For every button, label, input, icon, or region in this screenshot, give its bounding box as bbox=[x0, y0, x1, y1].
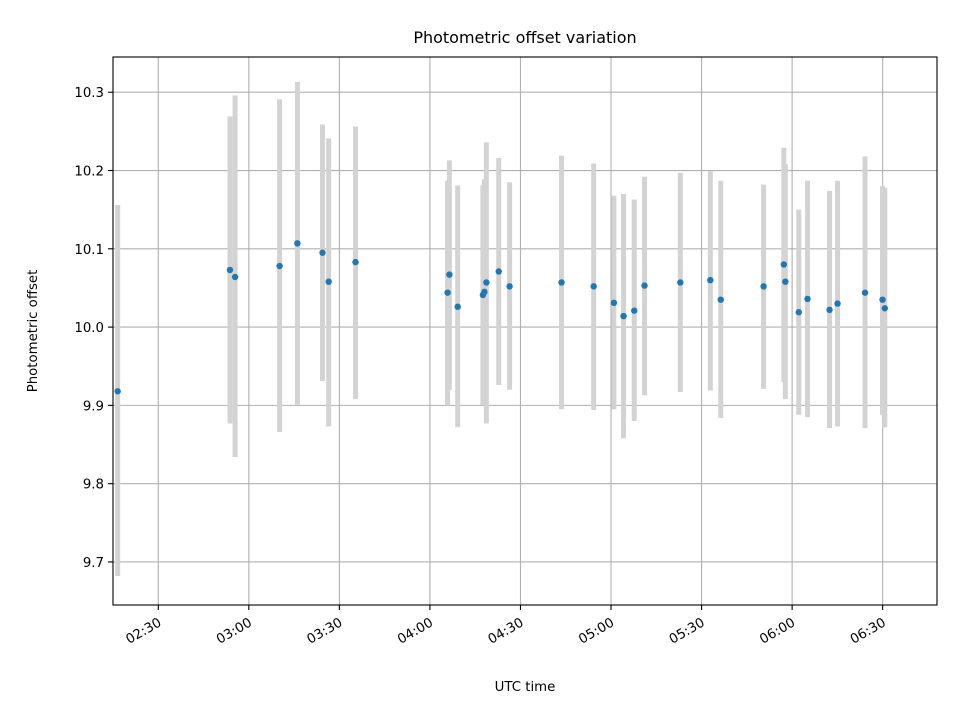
x-axis-label: UTC time bbox=[495, 680, 556, 695]
data-point bbox=[795, 309, 802, 316]
data-point bbox=[804, 295, 811, 303]
data-point bbox=[610, 299, 618, 307]
data-point bbox=[631, 307, 638, 314]
y-tick-label: 9.9 bbox=[83, 399, 104, 414]
data-point bbox=[620, 312, 627, 320]
data-point bbox=[707, 276, 714, 284]
data-point bbox=[780, 261, 788, 268]
data-point bbox=[276, 262, 283, 270]
plot-frame bbox=[112, 56, 938, 606]
data-point bbox=[325, 278, 332, 285]
chart-title: Photometric offset variation bbox=[413, 28, 636, 47]
data-point bbox=[495, 268, 502, 275]
data-point bbox=[226, 266, 234, 274]
y-tick-label: 10.2 bbox=[74, 165, 104, 180]
y-tick-label: 10.1 bbox=[74, 243, 104, 258]
data-point bbox=[294, 240, 301, 247]
y-tick-label: 9.7 bbox=[83, 556, 104, 571]
data-point bbox=[444, 289, 451, 296]
data-point bbox=[879, 296, 886, 303]
data-point bbox=[717, 296, 724, 303]
data-point bbox=[114, 388, 121, 395]
data-point bbox=[677, 279, 684, 286]
data-point bbox=[454, 303, 461, 310]
data-point bbox=[319, 249, 326, 256]
y-axis-label: Photometric offset bbox=[26, 270, 41, 393]
data-point bbox=[590, 283, 597, 290]
data-points bbox=[114, 240, 888, 395]
data-point bbox=[881, 305, 888, 312]
data-point bbox=[641, 282, 648, 289]
y-tick-label: 9.8 bbox=[83, 478, 104, 493]
data-point bbox=[861, 289, 869, 296]
data-point bbox=[481, 288, 488, 296]
data-point bbox=[352, 258, 359, 266]
y-axis: 9.7 9.8 9.9 10.0 10.1 10.2 10.3 bbox=[74, 86, 113, 571]
data-point bbox=[446, 271, 453, 278]
data-point bbox=[558, 279, 565, 286]
data-point bbox=[782, 278, 789, 285]
data-point bbox=[834, 300, 841, 307]
data-point bbox=[826, 306, 833, 314]
data-point bbox=[483, 279, 490, 286]
data-point bbox=[760, 283, 767, 290]
y-tick-label: 10.3 bbox=[74, 86, 104, 101]
data-point bbox=[506, 283, 513, 290]
data-point bbox=[231, 273, 239, 281]
y-tick-label: 10.0 bbox=[74, 321, 104, 336]
